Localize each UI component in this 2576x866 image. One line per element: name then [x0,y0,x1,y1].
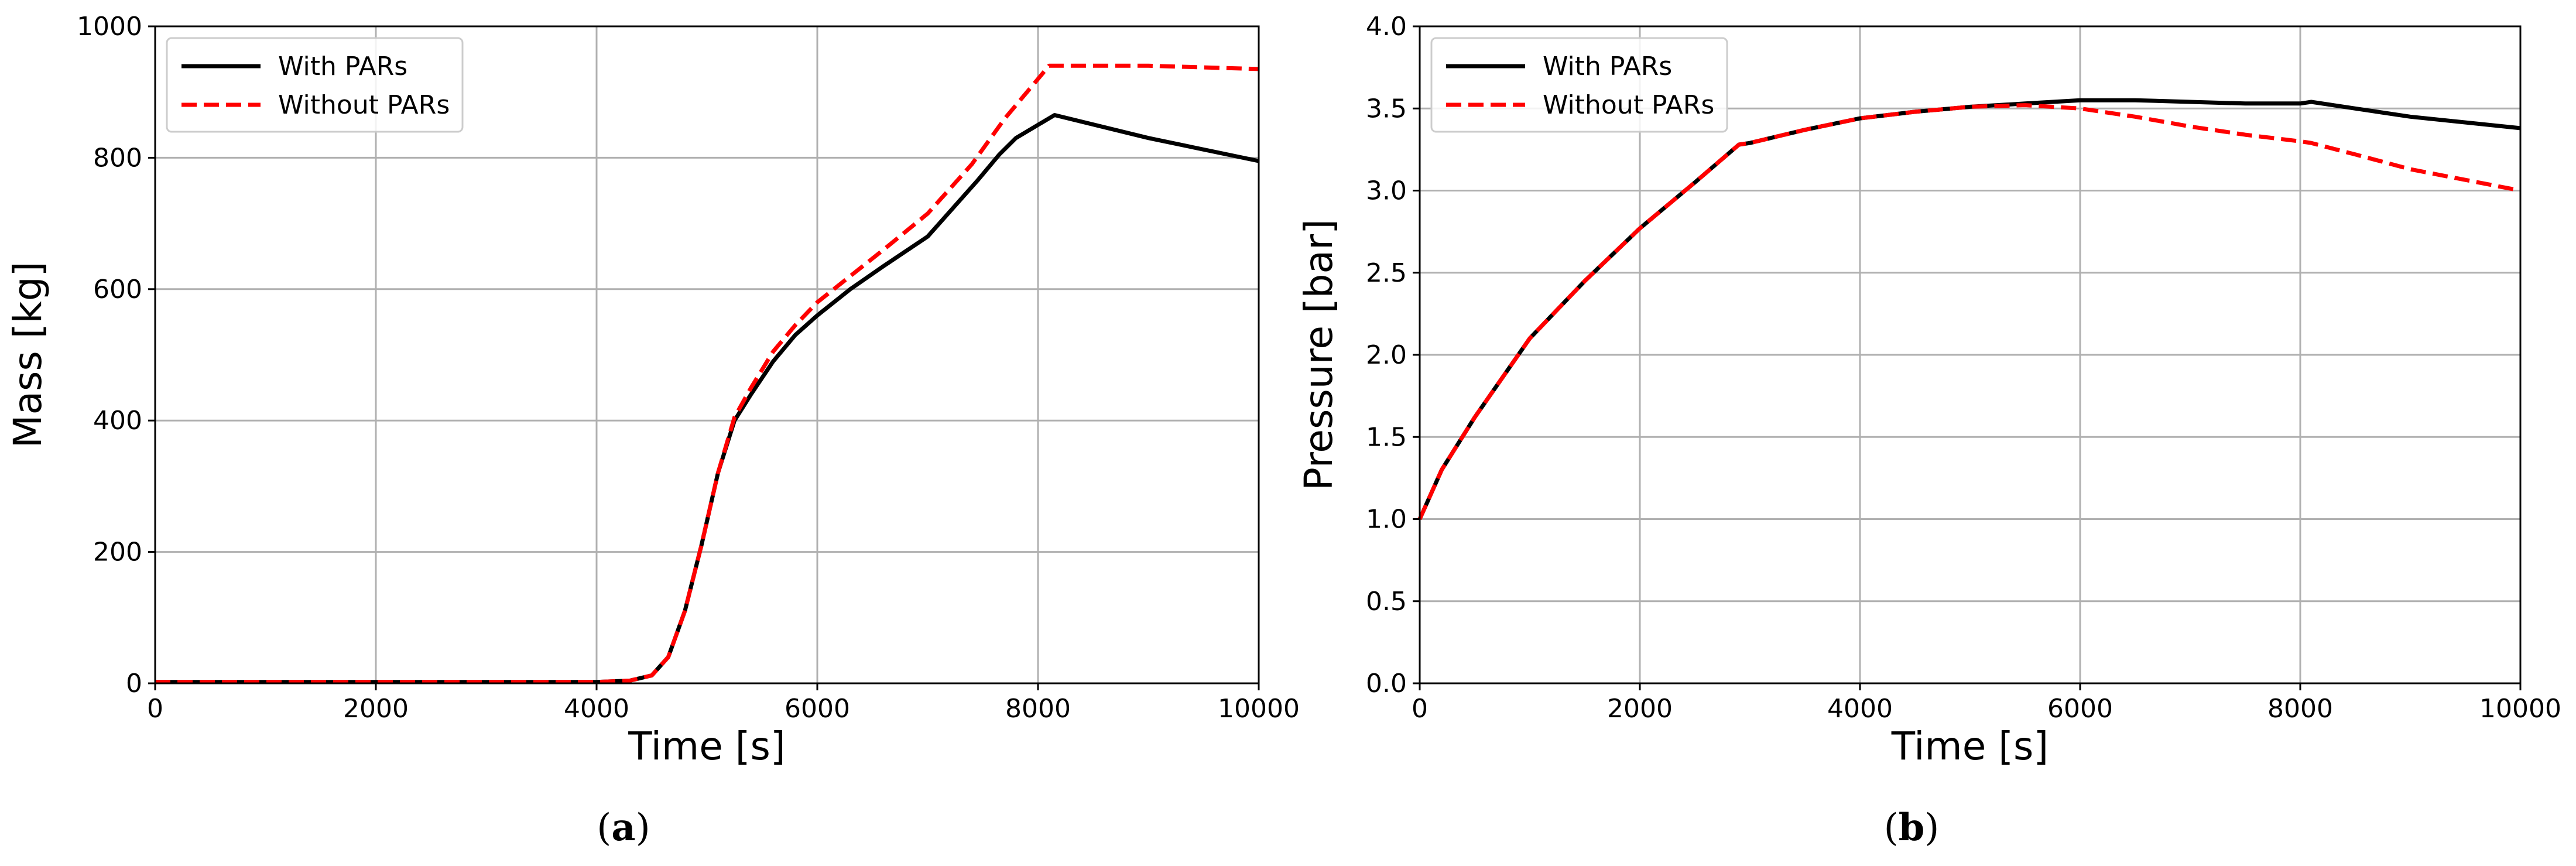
y-tick-label: 3.5 [1366,94,1407,124]
panel-a: 0 2000 4000 6000 8000 10000 0 200 400 600 800 1000 T… [5,12,1300,850]
x-tick-label: 4000 [564,694,629,724]
legend: With PARs Without PARs [1430,37,1728,133]
y-tick-label: 600 [93,275,142,304]
plot-frame [154,25,1260,684]
x-tick-label: 8000 [2267,694,2333,724]
legend-label: Without PARs [278,90,450,120]
y-tick-label: 200 [93,538,142,567]
series-line-with-pars [155,113,1259,684]
legend: With PARs Without PARs [166,37,464,133]
y-tick-label: 1.0 [1366,505,1407,535]
y-axis-label: Pressure [bar] [1296,219,1341,491]
x-tick-label: 0 [147,694,163,724]
series-line-without-pars [1417,103,2521,520]
legend-label: With PARs [278,52,407,81]
panel-caption: (b) [1884,806,1940,850]
y-tick-label: 800 [93,143,142,173]
y-tick-label: 400 [93,406,142,436]
y-tick-label: 2.0 [1366,340,1407,370]
y-tick-label: 4.0 [1366,12,1407,42]
y-tick-label: 3.0 [1366,176,1407,206]
x-tick-label: 6000 [2047,694,2113,724]
panel-caption: (a) [597,806,650,850]
panel-b: 0 2000 4000 6000 8000 10000 0.0 0.5 1.0 1.5 2.0 2.5… [1296,12,2561,850]
x-tick-label: 0 [1412,694,1428,724]
x-axis-label: Time [s] [1891,724,2049,769]
y-tick-label: 2.5 [1366,258,1407,288]
x-tick-label: 2000 [343,694,409,724]
x-tick-label: 10000 [1218,694,1300,724]
legend-label: Without PARs [1543,90,1714,120]
x-tick-label: 8000 [1005,694,1071,724]
legend-label: With PARs [1543,52,1672,81]
x-tick-label: 4000 [1827,694,1893,724]
y-tick-label: 0 [126,669,142,699]
y-tick-label: 0.0 [1366,669,1407,699]
series-line-with-pars [1417,98,2521,520]
y-tick-label: 1000 [77,12,142,42]
y-tick-label: 1.5 [1366,422,1407,452]
x-tick-label: 2000 [1607,694,1673,724]
y-tick-label: 0.5 [1366,587,1407,617]
legend-box [1430,37,1728,133]
x-tick-label: 6000 [785,694,850,724]
x-axis-label: Time [s] [628,724,785,769]
legend-box [166,37,464,133]
y-axis-label: Mass [kg] [5,262,50,449]
x-tick-label: 10000 [2479,694,2561,724]
